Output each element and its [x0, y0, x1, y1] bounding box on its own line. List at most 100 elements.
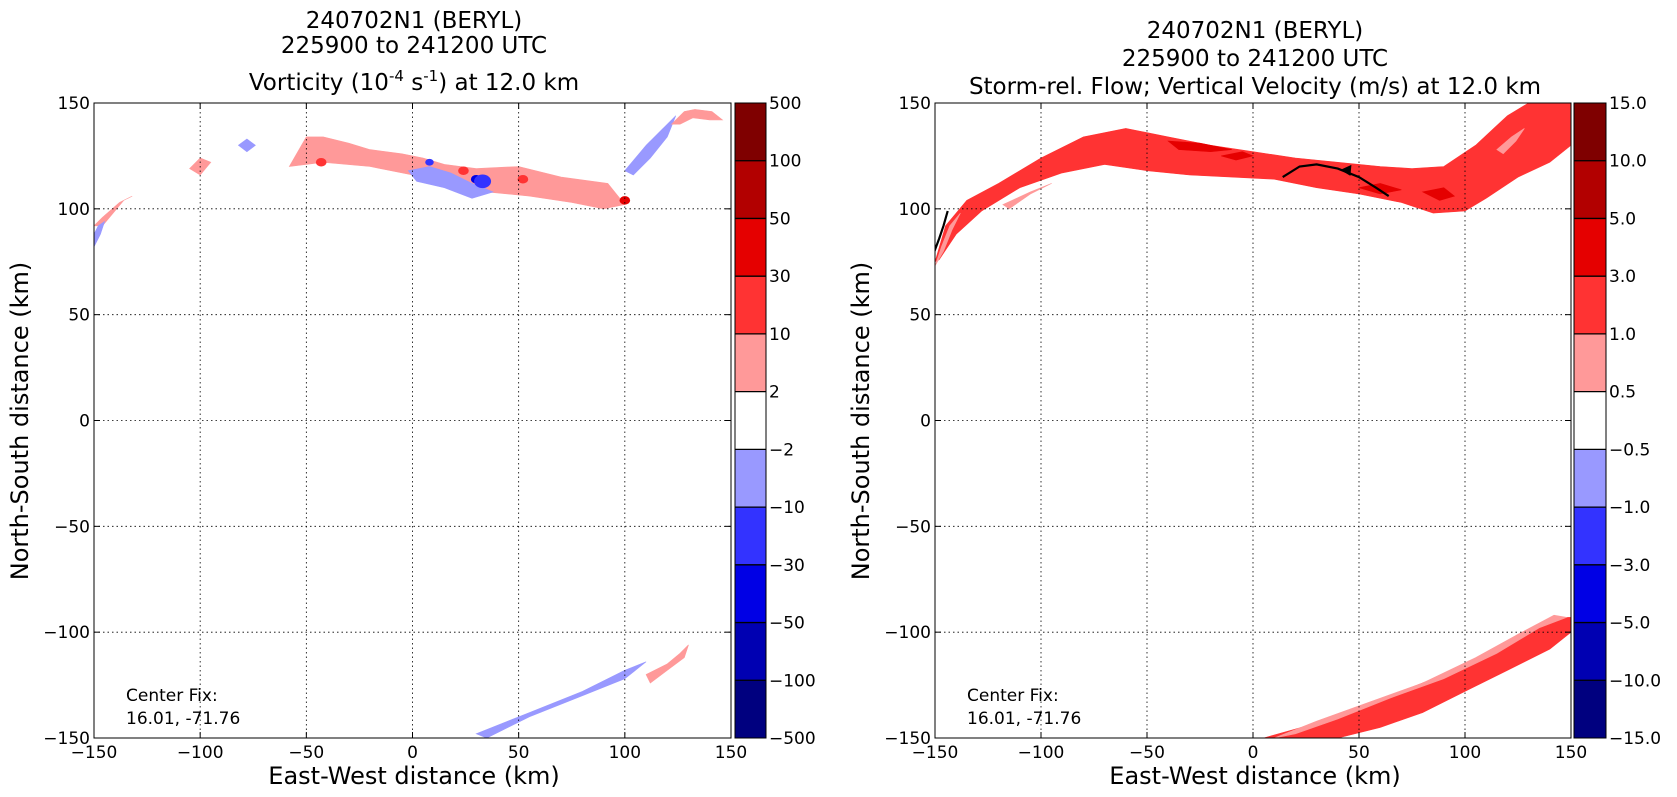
colorbar-tick-label: 10	[769, 325, 791, 345]
x-tick-label: 100	[609, 743, 641, 763]
x-tick-label: 50	[508, 743, 530, 763]
chart-title-line3: Vorticity (10-4 s-1) at 12.0 km	[249, 67, 579, 96]
colorbar-tick-label: 10.0	[1609, 152, 1647, 172]
vertical-velocity-colorbar: −15.0−10.0−5.0−3.0−1.0−0.50.51.03.05.010…	[1574, 94, 1661, 749]
colorbar-segment	[1574, 334, 1606, 392]
y-tick-label: 100	[58, 200, 90, 220]
y-tick-label: −100	[43, 623, 90, 643]
colorbar-segment	[735, 680, 766, 738]
colorbar-tick-label: 500	[769, 94, 801, 114]
y-tick-label: −150	[43, 729, 90, 749]
center-fix-label: Center Fix:	[126, 686, 218, 706]
colorbar-tick-label: −100	[769, 671, 816, 691]
x-tick-label: 100	[1449, 743, 1481, 763]
colorbar-segment	[1574, 449, 1606, 507]
figure-canvas: 240702N1 (BERYL) 225900 to 241200 UTC Vo…	[0, 0, 1677, 797]
center-fix-value: 16.01, -71.76	[126, 709, 240, 729]
x-tick-label: −50	[288, 743, 324, 763]
y-tick-label: 150	[58, 94, 90, 114]
colorbar-tick-label: −2	[769, 440, 794, 460]
center-fix-value: 16.01, -71.76	[967, 709, 1081, 729]
x-tick-label: 0	[1248, 743, 1259, 763]
y-tick-label: 100	[899, 200, 931, 220]
y-tick-label: −50	[54, 517, 90, 537]
chart-title-line1: 240702N1 (BERYL)	[1147, 18, 1364, 44]
colorbar-segment	[735, 565, 766, 623]
colorbar-tick-label: −0.5	[1609, 440, 1650, 460]
y-tick-label: 0	[79, 412, 90, 432]
x-tick-label: 0	[407, 743, 418, 763]
colorbar-segment	[735, 392, 766, 450]
colorbar-tick-label: −50	[769, 614, 805, 634]
title-text-part: ) at 12.0 km	[438, 70, 579, 96]
title-text-part: s	[404, 70, 423, 96]
colorbar-segment	[1574, 680, 1606, 738]
y-tick-label: 50	[909, 306, 931, 326]
chart-title-line2: 225900 to 241200 UTC	[1122, 46, 1388, 72]
colorbar-segment	[735, 161, 766, 219]
y-tick-label: −50	[895, 517, 931, 537]
colorbar-segment	[1574, 161, 1606, 219]
colorbar-tick-label: 30	[769, 267, 791, 287]
colorbar-segment	[735, 103, 766, 161]
colorbar-tick-label: −10.0	[1609, 671, 1661, 691]
y-tick-label: −100	[884, 623, 931, 643]
colorbar-tick-label: −30	[769, 556, 805, 576]
colorbar-tick-label: −3.0	[1609, 556, 1650, 576]
colorbar-segment	[1574, 565, 1606, 623]
colorbar-tick-label: −10	[769, 498, 805, 518]
vertical-velocity-plot-area: −150−100−50050100150−150−100−50050100150	[884, 94, 1587, 763]
vertical-velocity-panel: 240702N1 (BERYL) 225900 to 241200 UTC St…	[847, 18, 1661, 790]
y-tick-label: 150	[899, 94, 931, 114]
x-axis-label: East-West distance (km)	[1109, 762, 1400, 790]
contour-spot	[316, 158, 327, 166]
colorbar-tick-label: 1.0	[1609, 325, 1636, 345]
vorticity-panel: 240702N1 (BERYL) 225900 to 241200 UTC Vo…	[6, 8, 816, 790]
y-axis-label: North-South distance (km)	[847, 262, 875, 581]
contour-spot	[425, 159, 433, 166]
colorbar-segment	[1574, 623, 1606, 681]
colorbar-segment	[1574, 103, 1606, 161]
colorbar-segment	[1574, 392, 1606, 450]
colorbar-tick-label: 5.0	[1609, 209, 1636, 229]
y-tick-label: 50	[68, 306, 90, 326]
x-tick-label: −100	[177, 743, 224, 763]
contour-spot	[458, 166, 469, 174]
colorbar-tick-label: −15.0	[1609, 729, 1661, 749]
colorbar-tick-label: 50	[769, 209, 791, 229]
y-tick-label: 0	[920, 412, 931, 432]
colorbar-segment	[735, 334, 766, 392]
title-exponent: -1	[423, 67, 438, 85]
vorticity-colorbar: −500 −100 −50 −30 −10 −2 2 10 30 50 100 500	[735, 94, 816, 749]
colorbar-tick-label: 100	[769, 152, 801, 172]
x-tick-label: 150	[715, 743, 747, 763]
colorbar-tick-label: 0.5	[1609, 383, 1636, 403]
colorbar-segment	[735, 276, 766, 334]
colorbar-tick-label: 2	[769, 383, 780, 403]
colorbar-segment	[1574, 218, 1606, 276]
x-tick-label: −100	[1018, 743, 1065, 763]
colorbar-segment	[735, 218, 766, 276]
contour-spot	[518, 175, 529, 183]
colorbar-tick-label: 3.0	[1609, 267, 1636, 287]
vorticity-plot-area: −150−100−50050100150−150−100−50050100150	[43, 94, 747, 763]
colorbar-segment	[1574, 507, 1606, 565]
x-tick-label: 150	[1555, 743, 1587, 763]
colorbar-tick-label: −500	[769, 729, 816, 749]
colorbar-tick-label: 15.0	[1609, 94, 1647, 114]
title-text-part: Vorticity (10	[249, 70, 389, 96]
x-axis-label: East-West distance (km)	[268, 762, 559, 790]
center-fix-label: Center Fix:	[967, 686, 1059, 706]
chart-title-line3: Storm-rel. Flow; Vertical Velocity (m/s)…	[969, 74, 1541, 100]
colorbar-segment	[735, 449, 766, 507]
x-tick-label: −50	[1129, 743, 1165, 763]
chart-title-line1: 240702N1 (BERYL)	[306, 8, 523, 34]
x-tick-label: 50	[1348, 743, 1370, 763]
chart-title-line2: 225900 to 241200 UTC	[281, 33, 547, 59]
y-axis-label: North-South distance (km)	[6, 262, 34, 581]
colorbar-tick-label: −1.0	[1609, 498, 1650, 518]
colorbar-segment	[735, 623, 766, 681]
colorbar-segment	[735, 507, 766, 565]
y-tick-label: −150	[884, 729, 931, 749]
title-exponent: -4	[389, 67, 404, 85]
